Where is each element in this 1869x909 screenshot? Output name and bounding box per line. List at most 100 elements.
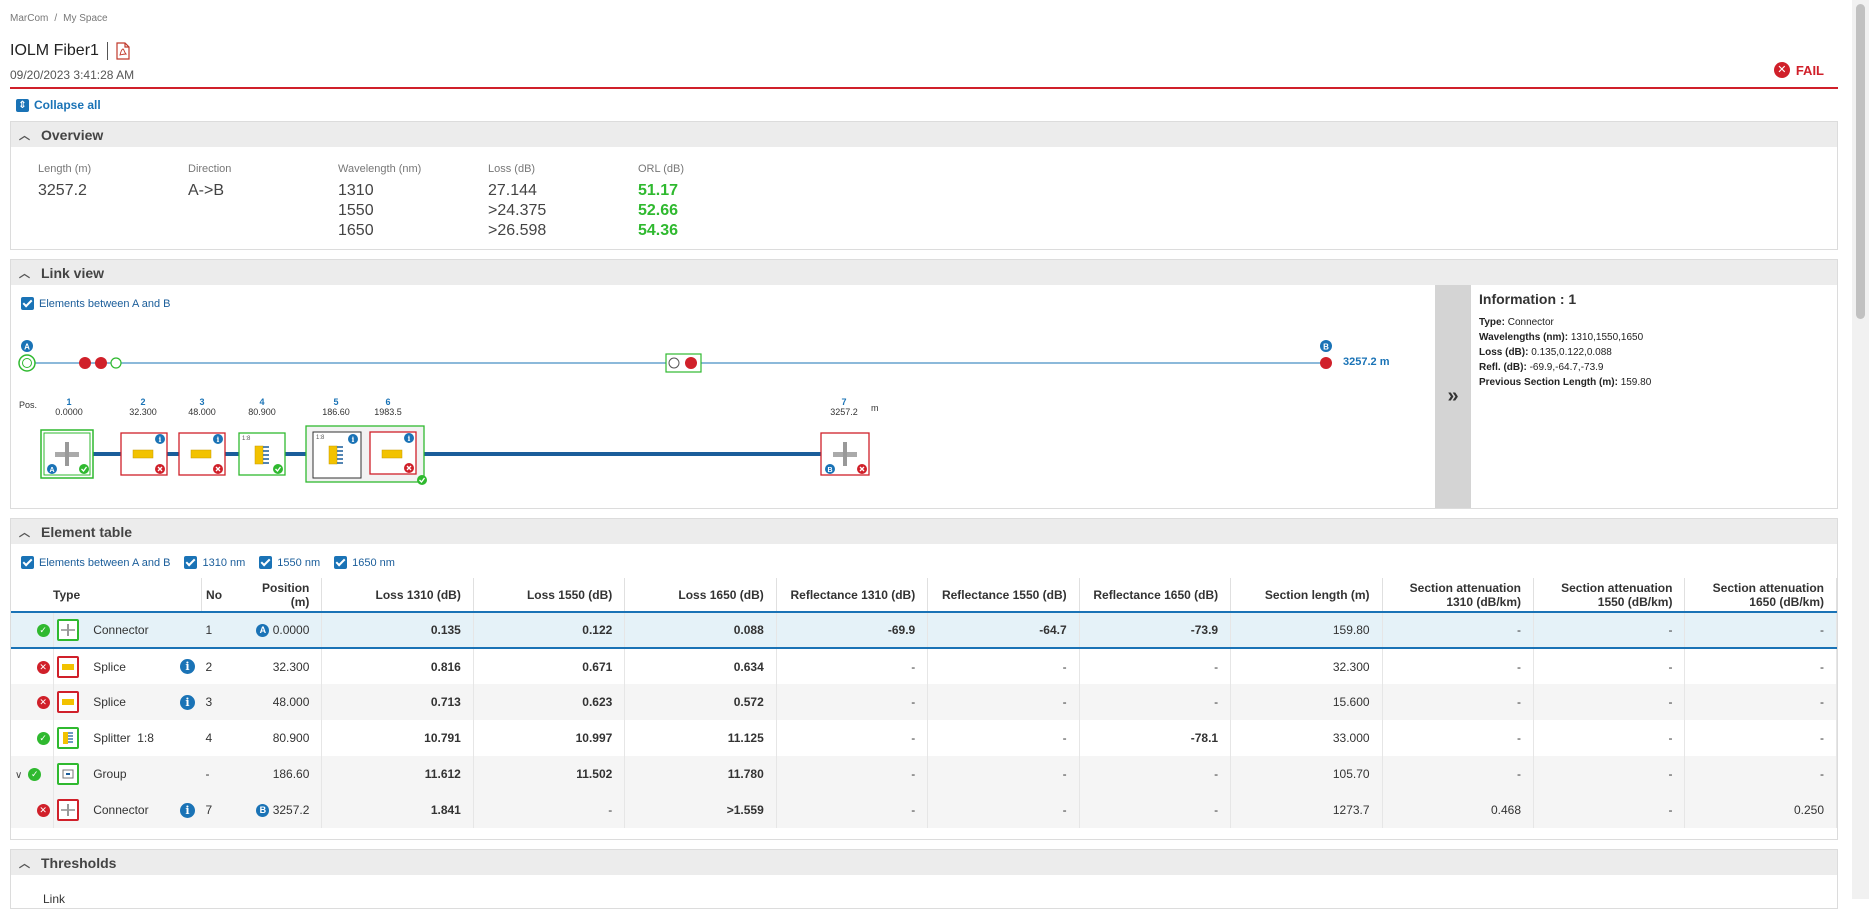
col-attenuation-1310[interactable]: Section attenuation 1310 (dB/km) [1382, 578, 1535, 613]
col-loss-1550[interactable]: Loss 1550 (dB) [473, 578, 626, 613]
position-number: 3 [199, 397, 205, 407]
fail-icon: ✕ [36, 804, 50, 818]
col-loss-1650[interactable]: Loss 1650 (dB) [624, 578, 777, 613]
thresholds-header[interactable]: ︿ Thresholds [11, 850, 1837, 875]
scrollbar[interactable] [1852, 0, 1869, 899]
collapse-icon: ⇕ [16, 98, 29, 112]
refl-1310-cell: - [776, 792, 929, 828]
element-3-splice[interactable]: i [178, 432, 226, 476]
position-label: 1 0.0000 [44, 397, 94, 417]
table-row[interactable]: ✕ Splice i 3 48.000 0.713 0.623 0.572 - … [11, 684, 1837, 720]
breadcrumb-separator: / [54, 13, 58, 24]
info-cell[interactable]: i [173, 684, 202, 720]
filter-elements-between[interactable]: Elements between A and B [21, 556, 170, 569]
refl-1550-cell: - [927, 648, 1080, 684]
loss-1550-cell: 0.122 [473, 611, 626, 649]
checkbox-checked-icon [21, 297, 34, 310]
filter-1650[interactable]: 1650 nm [334, 556, 395, 569]
length-value: 3257.2 [38, 182, 87, 199]
connector-icon [57, 799, 80, 821]
position-value: 0.0000 [272, 622, 310, 637]
end-b-letter: B [827, 467, 832, 474]
info-icon[interactable]: i [180, 694, 195, 710]
col-reflectance-1550[interactable]: Reflectance 1550 (dB) [927, 578, 1080, 613]
chevron-down-icon[interactable]: ∨ [15, 769, 23, 781]
col-loss-1310[interactable]: Loss 1310 (dB) [321, 578, 474, 613]
breadcrumb-myspace[interactable]: My Space [63, 13, 108, 24]
status-cell: ✕ [11, 792, 54, 828]
collapse-all-button[interactable]: ⇕ Collapse all [16, 98, 101, 112]
info-icon[interactable]: i [180, 802, 195, 818]
refl-1550-cell: - [927, 684, 1080, 720]
loss-1310-cell: 0.135 [321, 611, 474, 649]
loss-1550-cell: 11.502 [473, 756, 626, 792]
loss-1650-cell: 0.572 [624, 684, 777, 720]
loss-label: Loss (dB) [488, 163, 536, 175]
svg-text:i: i [352, 435, 355, 444]
loss-1310-cell: 1.841 [321, 792, 474, 828]
filter-label: 1310 nm [202, 556, 246, 569]
test-datetime: 09/20/2023 3:41:28 AM [10, 68, 135, 82]
col-attenuation-1550[interactable]: Section attenuation 1550 (dB/km) [1533, 578, 1686, 613]
filter-1550[interactable]: 1550 nm [259, 556, 320, 569]
att-1650-cell: - [1684, 611, 1837, 649]
col-reflectance-1650[interactable]: Reflectance 1650 (dB) [1079, 578, 1232, 613]
info-cell [173, 611, 202, 649]
pdf-icon[interactable] [116, 42, 130, 60]
info-cell[interactable]: i [173, 648, 201, 684]
info-type-label: Type: [1479, 317, 1505, 328]
link-overview-trace: A B [18, 340, 1332, 373]
col-position[interactable]: Position (m) [241, 578, 323, 613]
table-row[interactable]: ✕ Splice i 2 32.300 0.816 0.671 0.634 - … [11, 648, 1837, 684]
col-type[interactable]: Type [11, 578, 203, 613]
col-no[interactable]: No [201, 578, 242, 613]
link-view-header[interactable]: ︿ Link view [11, 260, 1837, 285]
loss-value: >26.598 [488, 222, 547, 239]
element-2-splice[interactable]: i [120, 432, 168, 476]
type-cell: Connector [83, 792, 174, 828]
col-attenuation-1650[interactable]: Section attenuation 1650 (dB/km) [1684, 578, 1837, 613]
table-row[interactable]: ✓ Connector 1 A 0.0000 0.135 0.122 0.088… [11, 611, 1837, 649]
breadcrumb-marcom[interactable]: MarCom [10, 13, 49, 24]
info-icon[interactable]: i [180, 659, 195, 674]
element-4-splitter[interactable]: 1:8 [238, 432, 286, 476]
overview-header[interactable]: ︿ Overview [11, 122, 1837, 147]
table-row-group[interactable]: ∨ ✓ Group - 186.60 11.612 11.502 11.780 -… [11, 756, 1837, 792]
event-marker [668, 357, 680, 369]
element-1-connector[interactable]: A [40, 429, 94, 479]
table-row[interactable]: ✓ Splitter 1:8 4 80.900 10.791 10.997 11… [11, 720, 1837, 756]
position-value: 3257.2 [830, 407, 858, 417]
att-1310-cell: 0.468 [1382, 792, 1535, 828]
length-label: Length (m) [38, 163, 92, 175]
info-refl-label: Refl. (dB): [1479, 362, 1527, 373]
info-refl-value: -69.9,-64.7,-73.9 [1529, 362, 1604, 373]
element-table-header[interactable]: ︿ Element table [11, 519, 1837, 544]
filter-1310[interactable]: 1310 nm [184, 556, 245, 569]
type-cell: Splice [93, 659, 126, 674]
type-cell: Group [83, 756, 174, 792]
loss-1310-cell: 0.713 [321, 684, 474, 720]
info-type-row: Type: Connector [1479, 317, 1651, 328]
checkbox-checked-icon [184, 556, 198, 569]
filter-label: 1650 nm [352, 556, 395, 569]
orl-value: 52.66 [638, 202, 679, 219]
expand-button[interactable]: » [1435, 285, 1471, 508]
att-1310-cell: - [1382, 720, 1535, 756]
scrollbar-thumb[interactable] [1856, 4, 1865, 319]
refl-1310-cell: -69.9 [776, 611, 929, 649]
end-a-icon: A [256, 624, 270, 638]
att-1310-cell: - [1382, 684, 1535, 720]
att-1310-cell: - [1382, 611, 1535, 649]
elements-between-checkbox[interactable]: Elements between A and B [21, 297, 170, 310]
table-row[interactable]: ✕ Connector i 7 B 3257.2 1.841 - >1.559 … [11, 792, 1837, 828]
unit-label: m [871, 403, 879, 413]
pass-icon: ✓ [36, 624, 50, 638]
col-reflectance-1310[interactable]: Reflectance 1310 (dB) [776, 578, 929, 613]
att-1650-cell: - [1684, 756, 1837, 792]
element-7-connector[interactable]: B [820, 432, 870, 476]
info-cell[interactable]: i [173, 792, 202, 828]
position-value: 0.0000 [55, 407, 83, 417]
chevron-up-icon: ︿ [19, 857, 30, 870]
element-group[interactable]: 1:8 i i [305, 425, 427, 485]
col-section-length[interactable]: Section length (m) [1230, 578, 1383, 613]
